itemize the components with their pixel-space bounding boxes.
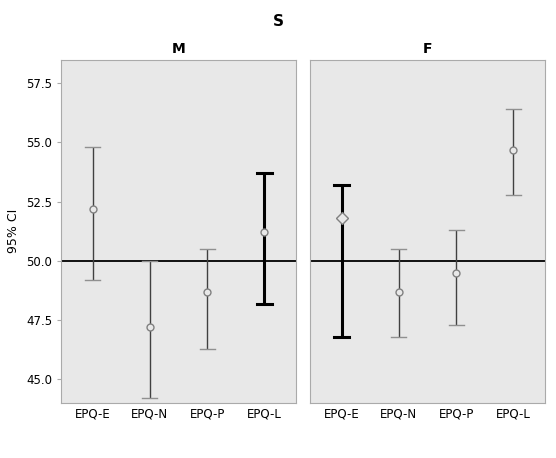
Title: M: M xyxy=(172,42,186,55)
Text: S: S xyxy=(272,14,284,29)
Title: F: F xyxy=(423,42,432,55)
Y-axis label: 95% CI: 95% CI xyxy=(7,209,21,253)
